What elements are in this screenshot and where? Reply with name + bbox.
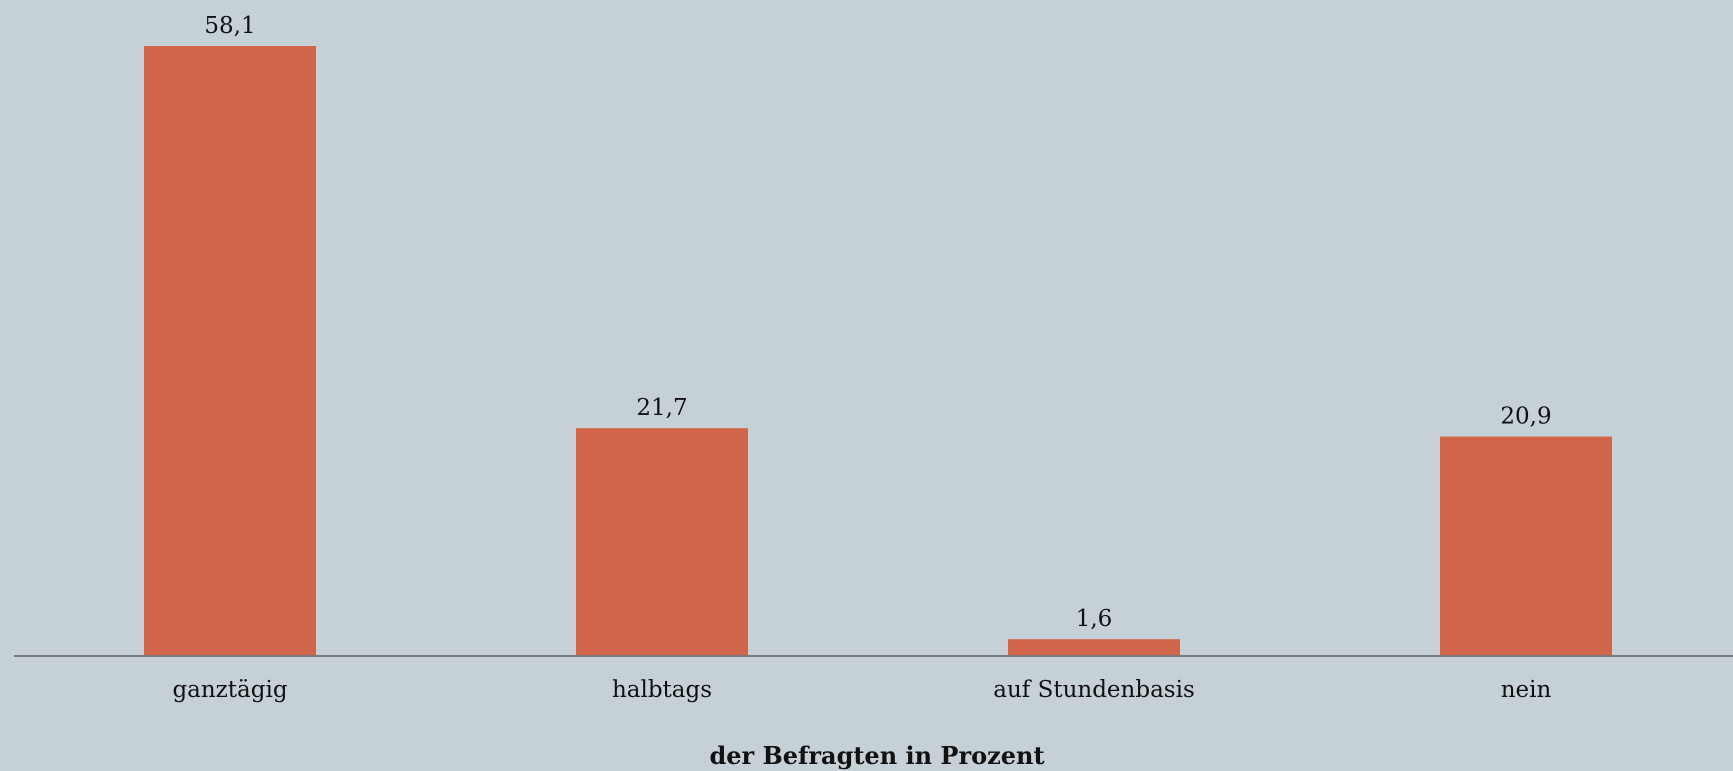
bar-0: [144, 46, 316, 656]
bar-3: [1440, 436, 1612, 656]
bar-2: [1008, 639, 1180, 656]
bars-group: [144, 46, 1612, 656]
category-label-1: halbtags: [612, 677, 712, 703]
category-labels-group: ganztägig halbtags auf Stundenbasis nein: [172, 677, 1551, 703]
x-axis-title: der Befragten in Prozent: [709, 741, 1044, 770]
category-label-3: nein: [1501, 677, 1552, 703]
bar-1: [576, 428, 748, 656]
value-label-3: 20,9: [1500, 404, 1551, 430]
value-label-2: 1,6: [1076, 606, 1113, 632]
value-label-1: 21,7: [636, 395, 687, 421]
category-label-0: ganztägig: [172, 677, 287, 703]
value-label-0: 58,1: [204, 13, 255, 39]
value-labels-group: 58,1 21,7 1,6 20,9: [204, 13, 1551, 632]
category-label-2: auf Stundenbasis: [993, 677, 1195, 703]
